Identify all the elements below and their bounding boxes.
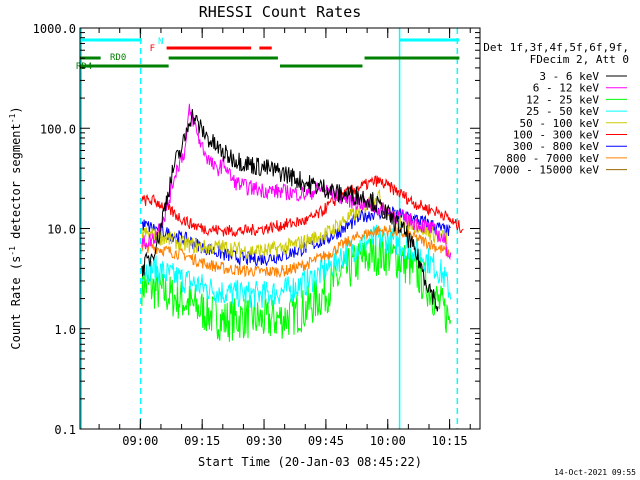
y-axis-label-sup2: -1	[8, 113, 17, 123]
x-tick-label: 09:45	[308, 434, 344, 448]
y-tick-label: 1000.0	[33, 22, 76, 36]
y-tick-label: 0.1	[54, 423, 76, 437]
chart-title: RHESSI Count Rates	[199, 3, 362, 21]
series-line-100-300keV	[141, 175, 464, 238]
legend-label: 50 - 100 keV	[520, 117, 600, 130]
y-axis-label-end: )	[9, 106, 23, 113]
x-axis-ticks: 09:00 09:15 09:30 09:45 10:00 10:15	[98, 28, 471, 448]
legend-label: 3 - 6 keV	[539, 70, 599, 83]
y-tick-label: 10.0	[47, 223, 76, 237]
x-tick-label: 09:00	[122, 434, 158, 448]
state-label-n: N	[158, 37, 163, 47]
y-tick-label: 100.0	[40, 122, 76, 136]
legend-header-line1: Det 1f,3f,4f,5f,6f,9f,	[483, 41, 629, 54]
legend-label: 7000 - 15000 keV	[493, 164, 599, 177]
legend-label: 100 - 300 keV	[513, 129, 599, 142]
x-tick-label: 10:00	[370, 434, 406, 448]
state-label-rd4: RD4	[76, 62, 92, 72]
state-label-f: F	[150, 44, 155, 54]
x-axis-label: Start Time (20-Jan-03 08:45:22)	[198, 455, 422, 469]
x-tick-label: 09:15	[184, 434, 220, 448]
legend-label: 25 - 50 keV	[526, 105, 599, 118]
y-axis-label-mid: detector segment	[9, 123, 23, 246]
timestamp: 14-Oct-2021 09:55	[554, 468, 636, 477]
y-axis-label-sup1: -1	[8, 246, 17, 256]
y-axis-label: Count Rate (s-1 detector segment-1)	[8, 106, 23, 349]
instrument-state-bars: NF RD0 RD4	[76, 37, 460, 72]
x-tick-label: 10:15	[432, 434, 468, 448]
x-tick-label: 09:30	[246, 434, 282, 448]
data-series	[141, 103, 464, 342]
y-axis-label-main: Count Rate (s	[9, 256, 23, 350]
state-label-rd0: RD0	[110, 53, 126, 63]
series-line-12-25keV	[141, 234, 452, 342]
y-axis-ticks: 0.1 1.0 10.0 100.0 1000.0	[33, 22, 480, 437]
legend-label: 300 - 800 keV	[513, 140, 599, 153]
series-line-25-50keV	[141, 224, 452, 308]
y-tick-label: 1.0	[54, 323, 76, 337]
legend-label: 12 - 25 keV	[526, 93, 599, 106]
legend: Det 1f,3f,4f,5f,6f,9f, FDecim 2, Att 0 3…	[483, 41, 629, 177]
legend-label: 800 - 7000 keV	[506, 152, 599, 165]
legend-header-line2: FDecim 2, Att 0	[530, 53, 629, 66]
series-line-800-7000keV	[141, 225, 452, 279]
series-line-3-6keV	[141, 109, 439, 312]
legend-label: 6 - 12 keV	[533, 82, 600, 95]
